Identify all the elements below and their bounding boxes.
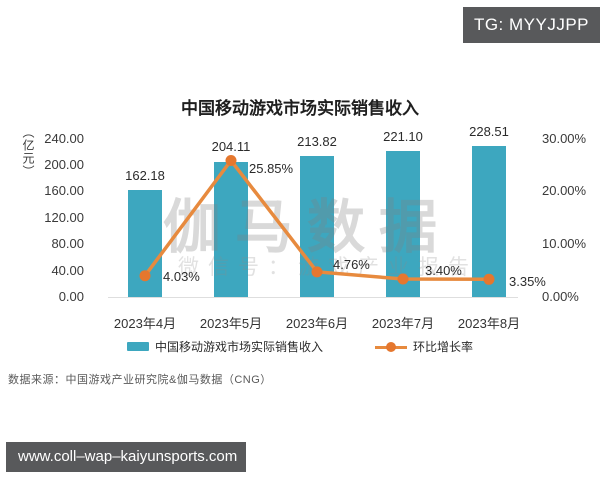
bar-value-label: 221.10 <box>383 129 423 145</box>
y-axis-tick-right: 0.00% <box>542 289 579 304</box>
legend-bar-label: 中国移动游戏市场实际销售收入 <box>154 340 323 354</box>
bar-2023年4月 <box>128 189 162 297</box>
growth-value-label: 4.03% <box>163 268 200 284</box>
x-axis-label: 2023年8月 <box>457 316 521 331</box>
growth-value-label: 3.40% <box>425 263 462 279</box>
left-axis-unit-label: （亿元） <box>21 126 35 178</box>
y-axis-tick-left: 200.00 <box>44 157 84 172</box>
bar-value-label: 162.18 <box>125 167 165 183</box>
telegram-badge: TG: MYYJJPP <box>463 7 600 43</box>
bar-value-label: 213.82 <box>297 133 337 149</box>
y-axis-tick-right: 20.00% <box>542 183 587 199</box>
legend-bar-swatch <box>126 342 149 351</box>
y-axis-tick-left: 160.00 <box>44 183 84 199</box>
y-axis-tick-left: 240.00 <box>44 130 84 146</box>
bar-value-label: 204.11 <box>211 138 251 154</box>
growth-value-label: 3.35% <box>509 274 546 290</box>
chart-title: 中国移动游戏市场实际销售收入 <box>181 99 419 118</box>
y-axis-tick-left: 40.00 <box>51 262 84 278</box>
footer-url-bar: www.coll–wap–kaiyunsports.com <box>6 442 246 472</box>
x-axis-label: 2023年4月 <box>113 316 177 331</box>
legend-line-label: 环比增长率 <box>413 340 474 354</box>
x-axis-label: 2023年5月 <box>199 316 263 331</box>
bar-value-label: 228.51 <box>469 124 509 140</box>
legend-item-growth: 环比增长率 <box>375 338 473 355</box>
data-source-note: 数据来源：中国游戏产业研究院&伽马数据（CNG） <box>8 374 272 386</box>
legend-item-sales: 中国移动游戏市场实际销售收入 <box>126 338 323 355</box>
growth-value-label: 25.85% <box>249 160 294 176</box>
growth-value-label: 4.76% <box>333 256 370 272</box>
y-axis-tick-left: 0.00 <box>58 289 84 304</box>
y-axis-tick-right: 10.00% <box>542 236 587 252</box>
y-axis-tick-right: 30.00% <box>542 130 587 146</box>
x-axis-line <box>108 297 518 298</box>
legend-line-dot <box>386 341 396 352</box>
y-axis-tick-left: 120.00 <box>44 209 84 225</box>
legend: 中国移动游戏市场实际销售收入 环比增长率 <box>0 338 600 355</box>
legend-line-swatch <box>375 341 407 352</box>
x-axis-label: 2023年6月 <box>285 316 349 331</box>
y-axis-tick-left: 80.00 <box>51 236 84 252</box>
x-axis-label: 2023年7月 <box>371 316 435 331</box>
